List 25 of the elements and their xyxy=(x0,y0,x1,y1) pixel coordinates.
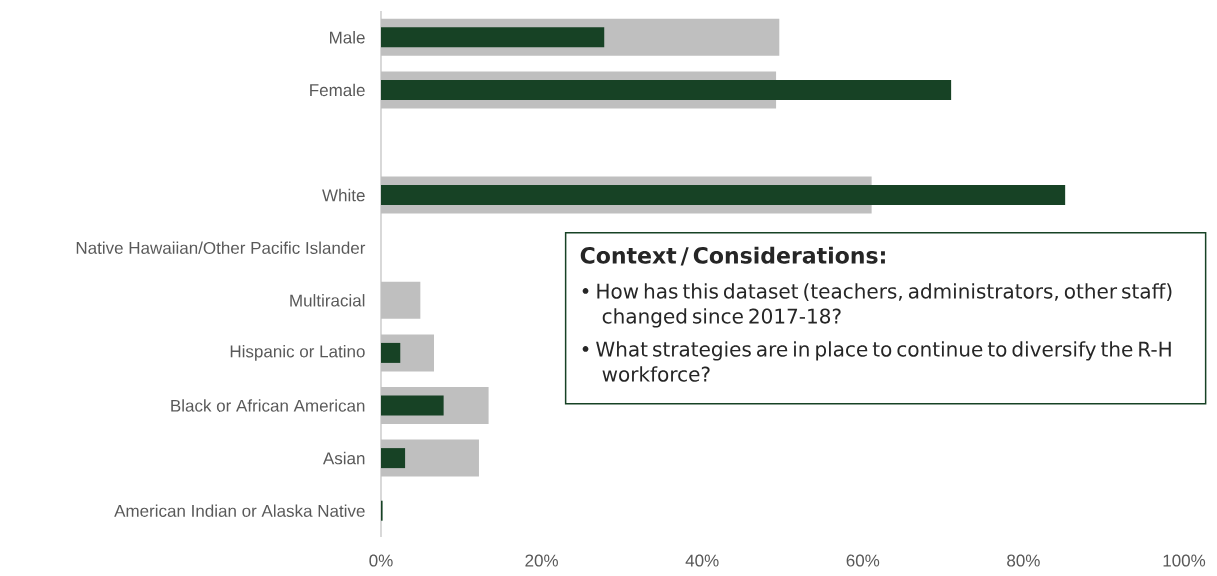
y-tick-label: White xyxy=(322,188,365,202)
x-tick-label: 80% xyxy=(1007,554,1040,567)
bar xyxy=(381,79,952,100)
bar xyxy=(381,342,401,363)
bar xyxy=(381,27,605,48)
y-tick-label: Female xyxy=(310,83,365,97)
x-tick-label: 60% xyxy=(846,554,880,567)
x-tick-label: 40% xyxy=(685,554,719,567)
bar xyxy=(381,448,406,469)
y-tick-label: Asian xyxy=(322,451,365,465)
y-tick-label: Black or African American xyxy=(171,399,365,412)
y-tick-label: American Indian or Alaska Native xyxy=(114,504,365,517)
annotation: • How has this dataset (teachers, administrators, other staff) changed since 2017-18? xyxy=(582,283,1172,328)
annotation: Context / Considerations: xyxy=(580,246,885,266)
x-tick-label: 100% xyxy=(1163,554,1206,567)
x-tick-label: 20% xyxy=(525,554,558,567)
bar xyxy=(381,185,1066,206)
y-tick-label: Hispanic or Latino xyxy=(230,344,365,361)
bar xyxy=(381,281,421,319)
y-tick-label: Multiracial xyxy=(290,294,365,307)
x-tick-label: 0% xyxy=(369,554,393,567)
y-tick-label: Native Hawaiian/Other Pacific Islander xyxy=(76,241,366,254)
bar xyxy=(381,395,444,416)
y-tick-label: Male xyxy=(330,31,365,44)
annotation: • What strategies are in place to continue to diversify the R-H workforce? xyxy=(582,341,1171,382)
